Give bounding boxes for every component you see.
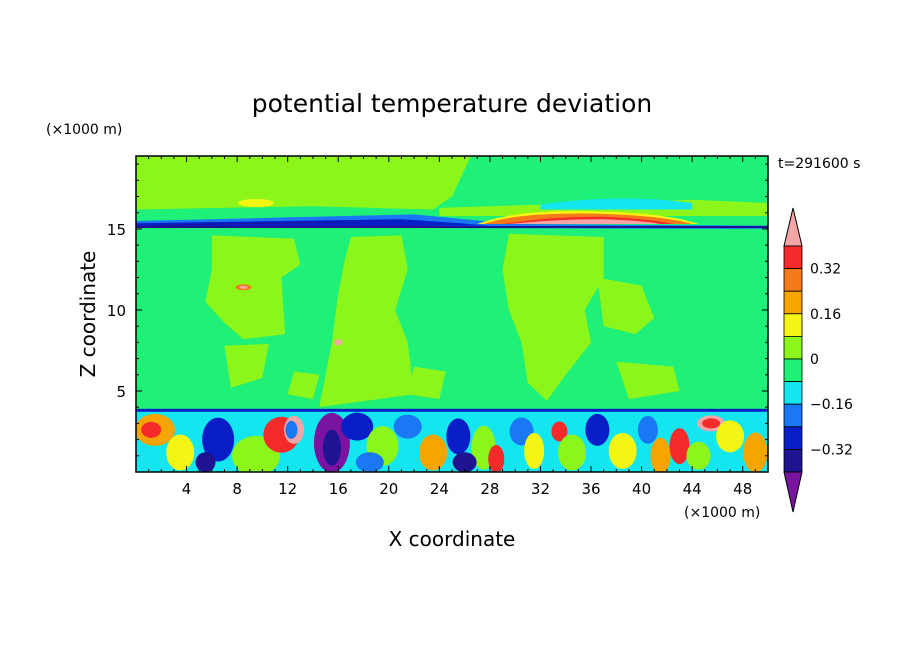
heatmap-field: [136, 156, 768, 472]
x-tick-label: 20: [379, 480, 398, 498]
upper-cyan-patch: [540, 198, 693, 210]
boundary-blob-15: [524, 432, 545, 469]
blob-hl-2: [322, 429, 341, 466]
boundary-blob-13: [488, 445, 505, 472]
warm-lens-pink: [508, 219, 661, 225]
boundary-blob-29: [452, 452, 477, 472]
boundary-blob-16: [551, 421, 568, 442]
spot-pink: [239, 285, 248, 289]
boundary-blob-25: [716, 420, 745, 453]
negative-layer-dark: [136, 221, 389, 227]
blob-hl-1: [285, 420, 298, 439]
boundary-blob-1: [166, 434, 195, 471]
colorbar-label: 0: [810, 352, 819, 368]
plume-mid-small: [407, 366, 446, 400]
plume-right-a: [502, 233, 604, 401]
boundary-blob-27: [195, 452, 216, 472]
x-tick-label: 36: [581, 480, 600, 498]
colorbar-box: [783, 268, 803, 292]
boundary-blob-28: [355, 452, 384, 472]
y-tick-label: 15: [107, 221, 126, 239]
plume-right-c: [616, 361, 680, 400]
boundary-blob-22: [669, 428, 690, 465]
upper-positive-band: [136, 156, 471, 210]
x-tick-label: 44: [683, 480, 702, 498]
x-tick-label: 48: [733, 480, 752, 498]
boundary-blob-10: [419, 434, 448, 471]
x-tick-label: 24: [430, 480, 449, 498]
boundary-blob-9: [393, 414, 422, 439]
blob-hl-3: [702, 418, 721, 429]
colorbar-box: [783, 335, 803, 360]
x-tick-label: 28: [480, 480, 499, 498]
colorbar-top-triangle: [783, 207, 803, 247]
time-label: t=291600 s: [778, 156, 860, 172]
thin-dark-line: [136, 226, 768, 229]
chart-title: potential temperature deviation: [252, 89, 652, 118]
colorbar-label: −0.16: [810, 397, 853, 413]
x-tick-label: 4: [182, 480, 192, 498]
colorbar-box: [783, 403, 803, 428]
x-unit-label: (×1000 m): [684, 505, 760, 521]
y-axis-label: Z coordinate: [76, 251, 100, 378]
boundary-blob-20: [637, 415, 658, 444]
boundary-blob-26: [743, 432, 768, 472]
boundary-blob-7: [341, 412, 374, 441]
x-tick-label: 8: [232, 480, 242, 498]
boundary-blob-17: [558, 434, 587, 471]
spot-pink-center: [334, 339, 343, 346]
colorbar-box: [783, 448, 803, 473]
boundary-blob-21: [650, 437, 671, 472]
y-tick-label: 5: [116, 383, 126, 401]
x-tick-label: 32: [531, 480, 550, 498]
colorbar-box: [783, 381, 803, 405]
plume-center: [319, 235, 415, 408]
upper-yellow-patch: [238, 198, 275, 207]
colorbar-label: 0.32: [810, 262, 841, 278]
plume-center-small: [287, 371, 320, 400]
colorbar-box: [783, 290, 803, 315]
x-tick-label: 16: [329, 480, 348, 498]
colorbar-label: −0.32: [810, 442, 853, 458]
boundary-top-line: [136, 408, 768, 412]
plume-right-b: [597, 277, 655, 335]
negative-layer-navy: [136, 219, 490, 227]
colorbar: 0.32 0.16 0 −0.16 −0.32: [783, 207, 853, 513]
colorbar-box: [783, 358, 803, 383]
colorbar-box: [783, 245, 803, 270]
colorbar-label: 0.16: [810, 307, 841, 323]
boundary-blob-23: [686, 441, 711, 470]
colorbar-bottom-triangle: [783, 471, 803, 513]
colorbar-box: [783, 313, 803, 337]
y-tick-label: 10: [107, 302, 126, 320]
boundary-blob-18: [585, 413, 610, 446]
boundary-blob-19: [608, 432, 637, 469]
x-tick-label: 12: [278, 480, 297, 498]
boundary-blob-2: [202, 417, 235, 462]
boundary-blob-11: [446, 418, 471, 455]
plume-left-lower: [224, 343, 269, 388]
x-tick-label: 40: [632, 480, 651, 498]
colorbar-box: [783, 426, 803, 450]
y-unit-label: (×1000 m): [46, 122, 122, 138]
x-axis-label: X coordinate: [389, 527, 516, 551]
plume-left-upper: [205, 235, 301, 340]
blob-hl-0: [141, 421, 162, 438]
